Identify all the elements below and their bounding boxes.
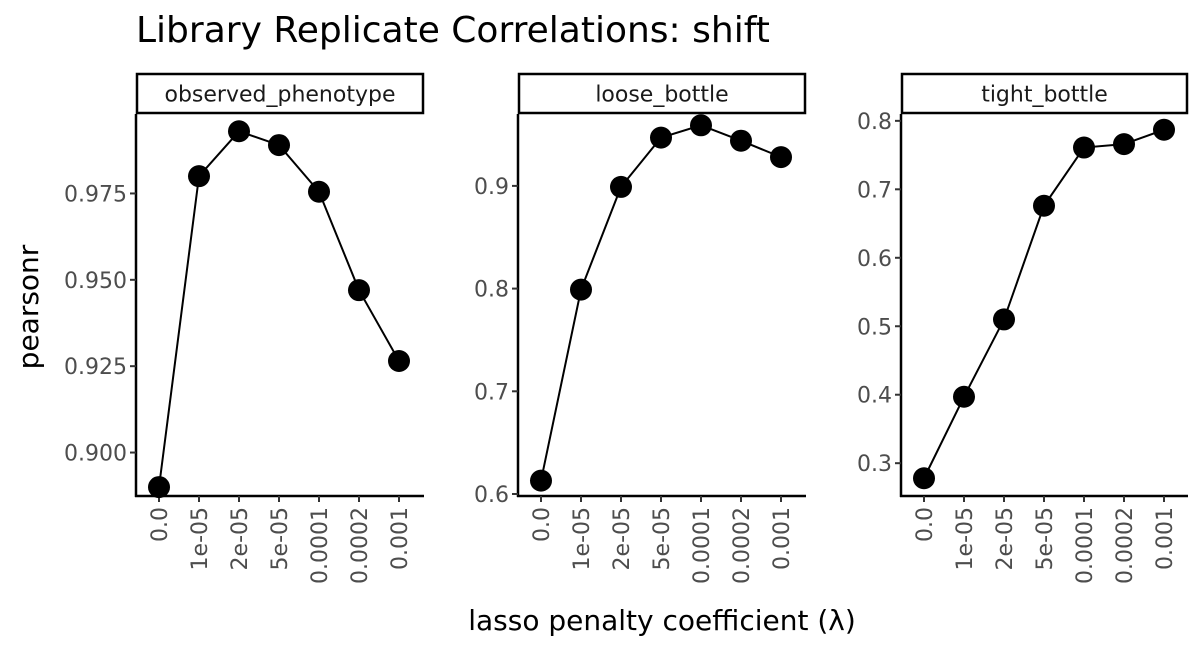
y-tick-label: 0.9: [474, 175, 509, 200]
data-point: [268, 134, 290, 157]
data-point: [228, 120, 250, 143]
x-tick-label: 0.0: [530, 507, 555, 542]
y-tick-label: 0.900: [64, 442, 127, 467]
y-tick-label: 0.7: [857, 178, 892, 203]
x-tick-label: 0.0: [148, 507, 173, 542]
y-tick-label: 0.6: [474, 483, 509, 508]
data-point: [308, 180, 330, 203]
data-point: [770, 146, 792, 169]
data-point: [1113, 133, 1135, 156]
x-tick-label: 5e-05: [1033, 507, 1058, 570]
y-tick-label: 0.7: [474, 380, 509, 405]
series-line: [540, 124, 782, 481]
data-point: [1033, 194, 1055, 217]
x-tick-label: 1e-05: [188, 507, 213, 570]
x-tick-label: 2e-05: [228, 507, 253, 570]
data-point: [1073, 136, 1095, 159]
x-tick-label: 0.0002: [348, 507, 373, 584]
strip-label: observed_phenotype: [165, 83, 396, 108]
data-point: [610, 175, 632, 198]
y-axis-title: pearsonr: [12, 244, 45, 369]
strip-box: [135, 72, 425, 115]
x-axis-title: lasso penalty coefficient (λ): [468, 604, 856, 637]
data-point: [388, 350, 410, 372]
data-point: [148, 476, 170, 499]
y-tick-label: 0.950: [64, 269, 127, 294]
x-tick-label: 1e-05: [953, 507, 978, 570]
chart-title: Library Replicate Correlations: shift: [136, 10, 770, 51]
x-tick-label: 2e-05: [610, 507, 635, 570]
x-tick-label: 0.0001: [1073, 507, 1098, 584]
series-line: [923, 128, 1165, 479]
strip-label: tight_bottle: [981, 83, 1108, 108]
y-tick-label: 0.8: [857, 110, 892, 135]
x-tick-label: 0.0: [913, 507, 938, 542]
x-tick-label: 0.001: [770, 507, 795, 570]
x-tick-label: 0.001: [388, 507, 413, 570]
y-tick-label: 0.6: [857, 247, 892, 272]
data-point: [913, 467, 935, 490]
y-tick-label: 0.8: [474, 278, 509, 303]
x-tick-label: 0.001: [1153, 507, 1178, 570]
y-tick-label: 0.4: [857, 384, 892, 409]
strip-label: loose_bottle: [595, 83, 728, 108]
x-tick-label: 0.0002: [1113, 507, 1138, 584]
y-tick-label: 0.925: [64, 355, 127, 380]
x-tick-label: 1e-05: [570, 507, 595, 570]
panel-0: observed_phenotype 0.900 0.925 0.950 0.975 0.…: [64, 72, 425, 584]
x-tick-label: 0.0001: [690, 507, 715, 584]
x-tick-label: 0.0001: [308, 507, 333, 584]
strip-box: [517, 72, 807, 115]
data-point: [348, 279, 370, 302]
data-point: [993, 308, 1015, 331]
y-tick-label: 0.975: [64, 182, 127, 207]
panel-2: tight_bottle 0.3 0.4 0.5 0.6 0.7 0.8 0.0 1e-05 2e…: [857, 72, 1189, 584]
x-tick-label: 2e-05: [993, 507, 1018, 570]
data-point: [188, 165, 210, 188]
y-tick-label: 0.5: [857, 315, 892, 340]
data-point: [730, 129, 752, 152]
data-point: [530, 469, 552, 492]
data-point: [953, 385, 975, 408]
data-point: [690, 114, 712, 137]
panel-1: loose_bottle 0.6 0.7 0.8 0.9 0.0 1e-05 2e-05 5e-…: [474, 72, 807, 584]
x-tick-label: 5e-05: [268, 507, 293, 570]
y-tick-label: 0.3: [857, 452, 892, 477]
x-tick-label: 5e-05: [650, 507, 675, 570]
data-point: [1153, 118, 1175, 141]
x-tick-label: 0.0002: [730, 507, 755, 584]
strip-box: [900, 72, 1189, 115]
data-point: [570, 278, 592, 301]
data-point: [650, 126, 672, 149]
facet-panels: observed_phenotype 0.900 0.925 0.950 0.975 0.…: [64, 72, 1189, 584]
